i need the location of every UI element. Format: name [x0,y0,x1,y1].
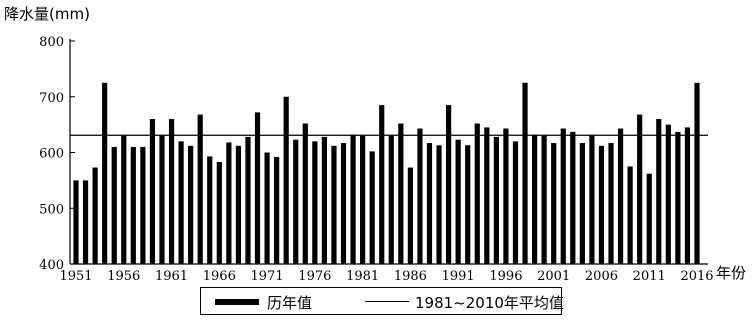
y-tick-label-600: 600 [39,147,64,162]
bar-1954 [102,82,108,264]
x-axis-unit: 年份 [716,264,747,282]
bar-2012 [656,119,662,264]
bar-1966 [216,161,222,264]
bar-1982 [369,151,375,264]
x-tick-label-2001: 2001 [537,269,570,284]
x-tick-label-1996: 1996 [489,269,522,284]
bar-1968 [235,145,242,264]
x-tick-label-2006: 2006 [585,269,618,284]
bar-1953 [92,167,98,264]
bar-2015 [684,127,691,264]
bar-1972 [274,156,280,264]
bar-2008 [617,128,624,264]
bar-1961 [168,119,175,264]
bar-1959 [149,119,156,264]
bar-1969 [245,136,251,264]
bar-1978 [331,145,337,264]
bar-1984 [388,135,394,264]
legend-label-average: 1981~2010年平均值 [415,294,564,312]
bar-2010 [637,114,643,264]
bar-1979 [340,143,347,264]
axes-group [69,39,708,265]
legend-label-annual: 历年值 [267,294,313,312]
bar-1999 [531,134,538,264]
bar-1955 [111,146,117,264]
bar-1989 [436,145,442,264]
bar-1998 [522,82,528,264]
x-tick-label-1991: 1991 [442,269,475,284]
legend-bar-swatch [215,299,259,305]
bar-1992 [465,145,471,264]
bar-2014 [675,131,681,264]
bar-1988 [426,143,433,264]
x-tick-label-1951: 1951 [59,269,92,284]
bar-2005 [589,135,595,264]
bar-1976 [312,141,318,264]
bar-1974 [293,139,299,264]
bar-1986 [407,167,413,264]
bar-group [73,82,700,265]
y-tick-label-700: 700 [39,91,64,106]
bar-1967 [226,142,232,264]
bar-2009 [627,166,633,264]
bar-1991 [455,139,461,264]
bar-2007 [608,143,614,264]
bar-2000 [541,135,547,264]
bar-1963 [188,145,194,264]
bar-1990 [446,105,452,264]
bar-1952 [82,180,89,265]
bar-1965 [207,156,213,264]
bar-1975 [302,123,308,264]
x-tick-label-2016: 2016 [680,269,713,284]
bar-2004 [579,143,585,264]
bar-1995 [493,136,499,264]
bar-1957 [130,146,136,264]
bar-1980 [350,134,356,264]
bar-1973 [283,96,289,264]
bar-1983 [379,105,385,264]
bar-1994 [484,127,490,264]
bar-1970 [254,112,261,264]
bar-1987 [417,128,423,264]
x-tick-label-1986: 1986 [394,269,427,284]
y-tick-label-400: 400 [39,258,64,273]
bar-2011 [646,173,652,264]
bar-1993 [474,123,480,264]
bar-1985 [398,123,404,264]
bar-2006 [598,145,605,264]
bar-2002 [560,128,566,264]
y-axis-label: 降水量(mm) [4,5,90,23]
x-tick-label-1956: 1956 [107,269,140,284]
bar-1996 [503,128,509,264]
bar-1977 [321,136,327,264]
bar-1951 [73,180,79,265]
x-tick-label-1971: 1971 [251,269,284,284]
bar-2001 [551,143,557,264]
x-tick-label-1961: 1961 [155,269,188,284]
bar-1964 [197,114,203,264]
bar-1981 [360,135,366,264]
bar-1956 [121,135,127,264]
legend-line-swatch [365,301,409,302]
bar-1962 [178,141,184,264]
bar-2003 [570,131,576,264]
bar-2016 [694,82,700,264]
tick-labels-group: 400 500 600 700 800 1951 1956 1961 1966 1971 1976 1… [39,35,713,284]
x-tick-label-1966: 1966 [203,269,236,284]
y-tick-label-800: 800 [39,35,64,50]
bar-1958 [140,146,146,264]
x-tick-label-2011: 2011 [633,269,666,284]
bar-1971 [264,152,270,264]
legend: 历年值 1981~2010年平均值 [200,287,564,315]
x-tick-label-1981: 1981 [346,269,379,284]
x-tick-label-1976: 1976 [298,269,331,284]
bar-1997 [512,141,519,264]
y-tick-label-500: 500 [39,202,64,217]
bar-2013 [665,124,671,265]
bar-1960 [159,135,165,264]
